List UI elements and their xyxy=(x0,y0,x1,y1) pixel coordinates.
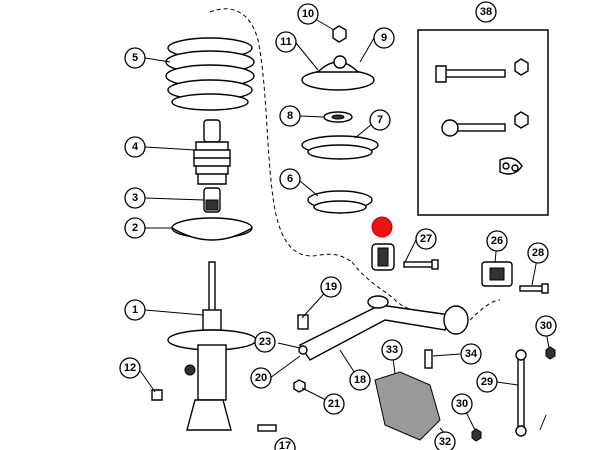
upper-strut-mount xyxy=(301,55,375,91)
callout-33: 33 xyxy=(381,339,403,361)
callout-23: 23 xyxy=(254,331,276,353)
strut-assembly xyxy=(167,261,257,431)
callout-17: 17 xyxy=(274,437,296,450)
svg-text:2: 2 xyxy=(132,222,138,234)
callout-30-upper: 30 xyxy=(535,315,557,337)
spring-isolator xyxy=(307,190,373,214)
svg-text:5: 5 xyxy=(132,52,138,64)
coil-spring xyxy=(165,37,255,111)
callout-12: 12 xyxy=(119,357,141,379)
callout-5: 5 xyxy=(124,47,146,69)
washer-12 xyxy=(151,389,163,401)
assembly-guide-line xyxy=(209,8,353,263)
svg-text:38: 38 xyxy=(480,6,492,18)
ball-joint xyxy=(297,314,309,355)
svg-text:21: 21 xyxy=(328,398,340,410)
svg-text:6: 6 xyxy=(287,173,293,185)
hardware-kit-box xyxy=(417,29,549,216)
callout-32: 32 xyxy=(434,431,456,450)
callout-38: 38 xyxy=(475,1,497,23)
callout-20: 20 xyxy=(250,367,272,389)
callout-8: 8 xyxy=(279,105,301,127)
assembly-guide-line-lower xyxy=(351,261,501,321)
jounce-bumper xyxy=(203,187,221,213)
svg-text:4: 4 xyxy=(132,141,139,153)
rear-bushing-bolt xyxy=(519,283,549,294)
bolt-34 xyxy=(424,349,433,369)
stabilizer-link xyxy=(471,346,556,442)
lower-spring-seat xyxy=(171,217,253,241)
callout-18: 18 xyxy=(349,369,371,391)
ball-joint-nut xyxy=(293,379,306,393)
callout-34: 34 xyxy=(460,343,482,365)
svg-text:30: 30 xyxy=(540,320,552,332)
callout-26: 26 xyxy=(486,230,508,252)
svg-text:19: 19 xyxy=(325,281,337,293)
svg-text:3: 3 xyxy=(132,192,138,204)
callout-7: 7 xyxy=(369,109,391,131)
bearing xyxy=(323,111,353,123)
control-arm-bushing xyxy=(371,243,395,271)
callout-9: 9 xyxy=(373,27,395,49)
red-marker-dot xyxy=(371,216,393,238)
callout-30-lower: 30 xyxy=(451,393,473,415)
svg-text:26: 26 xyxy=(491,235,503,247)
svg-text:34: 34 xyxy=(465,348,478,360)
svg-text:7: 7 xyxy=(377,114,383,126)
svg-text:11: 11 xyxy=(280,36,292,48)
callout-2: 2 xyxy=(124,217,146,239)
svg-text:10: 10 xyxy=(302,8,314,20)
svg-text:29: 29 xyxy=(481,376,493,388)
strut-nut xyxy=(332,25,347,43)
leader-lines xyxy=(138,15,550,441)
svg-text:1: 1 xyxy=(132,304,138,316)
callout-29: 29 xyxy=(476,371,498,393)
svg-text:12: 12 xyxy=(124,362,136,374)
svg-text:32: 32 xyxy=(439,436,451,448)
rear-bushing xyxy=(481,261,513,287)
callout-3: 3 xyxy=(124,187,146,209)
splash-shield xyxy=(374,371,441,441)
svg-text:20: 20 xyxy=(255,372,267,384)
stud-17 xyxy=(257,424,277,432)
control-arm-bolt xyxy=(403,259,439,270)
svg-text:27: 27 xyxy=(420,233,432,245)
upper-spring-seat xyxy=(301,135,379,160)
svg-text:18: 18 xyxy=(354,374,366,386)
svg-text:8: 8 xyxy=(287,110,293,122)
callout-28: 28 xyxy=(527,242,549,264)
dust-boot xyxy=(193,119,231,185)
svg-text:33: 33 xyxy=(386,344,398,356)
callout-6: 6 xyxy=(279,168,301,190)
callout-19: 19 xyxy=(320,276,342,298)
svg-text:23: 23 xyxy=(259,336,271,348)
svg-text:28: 28 xyxy=(532,247,544,259)
callout-21: 21 xyxy=(323,393,345,415)
svg-text:17: 17 xyxy=(279,440,291,450)
svg-text:9: 9 xyxy=(381,32,387,44)
svg-text:30: 30 xyxy=(456,398,468,410)
callout-4: 4 xyxy=(124,136,146,158)
callout-11: 11 xyxy=(275,31,297,53)
callout-10: 10 xyxy=(297,3,319,25)
lower-control-arm xyxy=(298,295,469,361)
callout-27: 27 xyxy=(415,228,437,250)
callout-1: 1 xyxy=(124,299,146,321)
